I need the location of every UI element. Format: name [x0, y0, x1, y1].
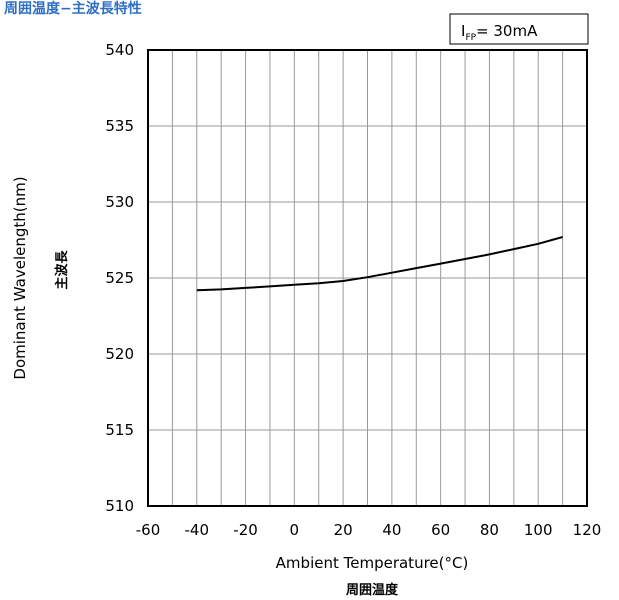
- y-tick-label: 515: [105, 421, 134, 439]
- y-tick-label: 535: [105, 117, 134, 135]
- y-tick-labels: 510 515 520 525 530 535 540: [105, 41, 134, 515]
- y-axis-label-jp: 主波長: [54, 250, 70, 290]
- chart-title: 周囲温度−主波長特性: [4, 1, 142, 17]
- x-tick-label: -40: [185, 521, 210, 539]
- x-axis-label: Ambient Temperature(°C): [276, 554, 469, 572]
- x-tick-label: -20: [233, 521, 258, 539]
- x-tick-label: 0: [290, 521, 300, 539]
- condition-label: IFP= 30mA: [461, 22, 538, 43]
- x-tick-label: 120: [573, 521, 602, 539]
- x-tick-label: 20: [334, 521, 353, 539]
- x-tick-label: 80: [480, 521, 499, 539]
- x-tick-label: 60: [431, 521, 450, 539]
- condition-box: [449, 13, 589, 45]
- x-tick-label: 40: [382, 521, 401, 539]
- x-axis-label-jp: 周囲温度: [346, 582, 399, 598]
- condition-symbol: I: [461, 22, 465, 40]
- y-tick-label: 525: [105, 269, 134, 287]
- condition-subscript: FP: [465, 33, 476, 43]
- plot-frame: [147, 49, 588, 507]
- x-tick-label: -60: [136, 521, 161, 539]
- series-line: [196, 236, 563, 292]
- x-tick-label: 100: [524, 521, 553, 539]
- condition-value: = 30mA: [476, 22, 538, 40]
- y-tick-label: 510: [105, 497, 134, 515]
- y-tick-label: 520: [105, 345, 134, 363]
- y-axis-label: Dominant Wavelength(nm): [11, 176, 29, 379]
- y-tick-label: 540: [105, 41, 134, 59]
- y-tick-label: 530: [105, 193, 134, 211]
- x-tick-labels: -60 -40 -20 0 20 40 60 80 100 120: [136, 521, 602, 539]
